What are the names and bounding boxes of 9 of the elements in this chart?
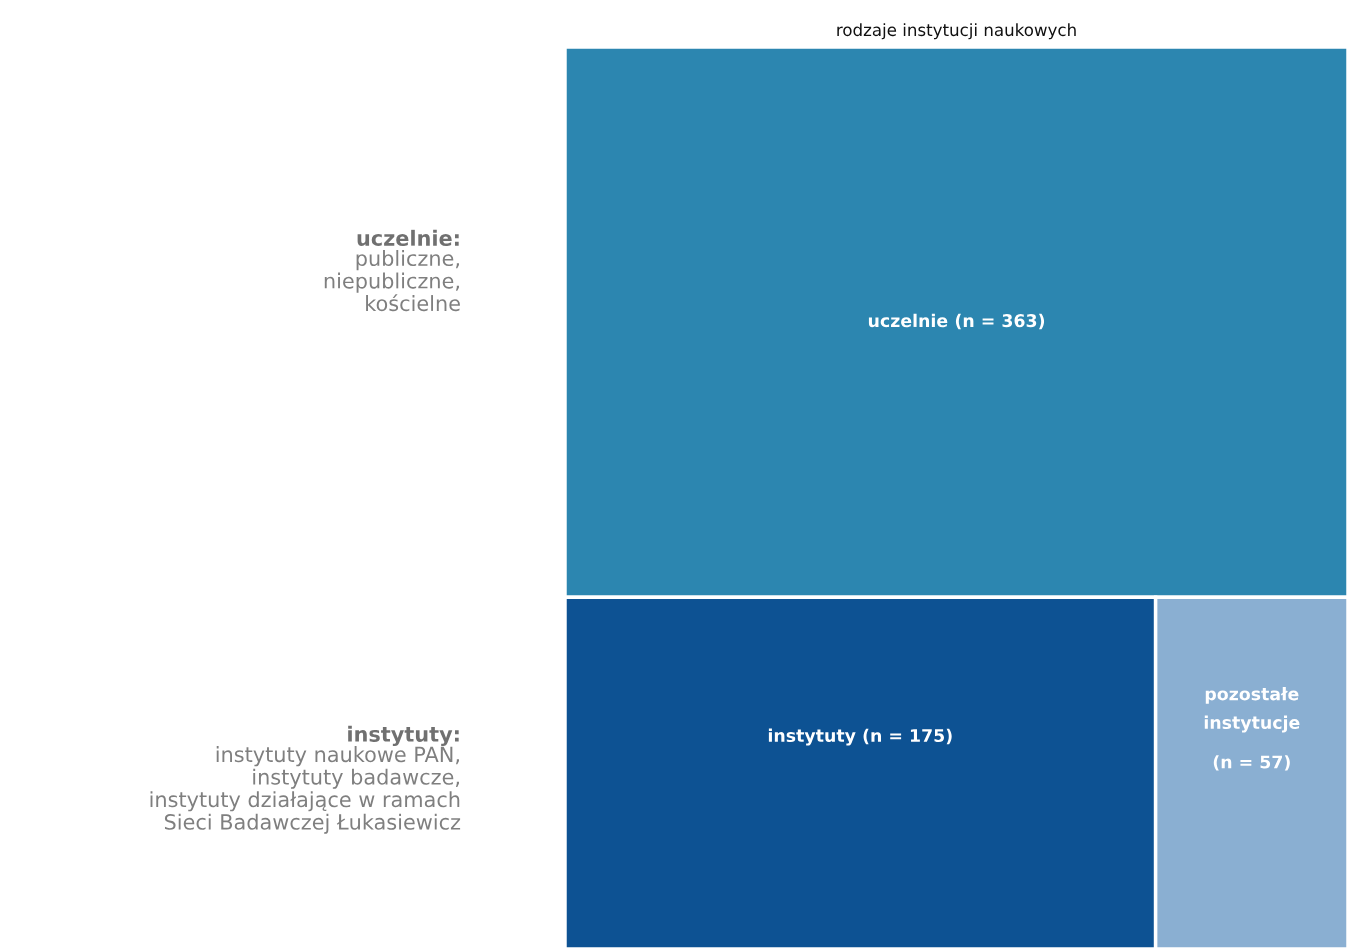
data-label: (n = 363) (955, 313, 1045, 330)
data-label: (n = 57) (1213, 755, 1290, 771)
category-label: pozostałe instytucje (1204, 686, 1300, 733)
category-label: uczelnie (868, 313, 948, 328)
data-label: (n = 175) (863, 728, 952, 745)
category-label: instytuty (768, 728, 856, 746)
text: uczelnie: publiczne, niepubliczne, kościelne (324, 229, 460, 312)
text: instytuty: instytuty naukowe PAN, instytuty badawcze, instytuty działające w ramach Sieci Badawczej Łukasiewicz (150, 725, 461, 834)
text: rodzaje instytucji naukowych (837, 23, 1076, 40)
